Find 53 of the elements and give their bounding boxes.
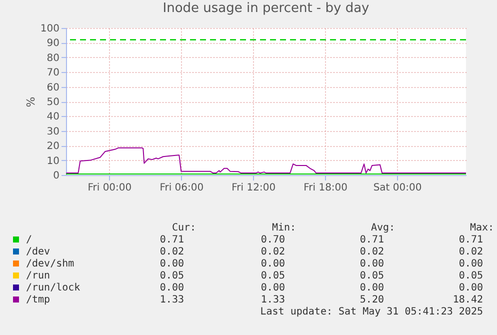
text: 0.71: [360, 234, 384, 246]
y-tick-label: 70: [46, 68, 60, 79]
y-tick-label: 0: [53, 170, 60, 182]
legend-label: /: [26, 234, 32, 246]
text: Last update: Sat May 31 05:41:23 2025: [260, 306, 483, 318]
y-tick-label: 80: [46, 52, 60, 64]
x-tick-label: Fri 06:00: [160, 182, 204, 194]
legend-label: /dev/shm: [26, 258, 74, 270]
text: 0.71: [160, 234, 184, 246]
text: 18.42: [452, 294, 483, 306]
y-tick-label: 50: [46, 97, 60, 108]
text: 0.02: [360, 246, 384, 258]
text: 0.71: [458, 234, 483, 246]
text: 0.00: [260, 282, 285, 294]
text: 0.00: [260, 258, 285, 270]
text: 5.20: [360, 294, 384, 306]
y-axis-title: %: [24, 96, 38, 108]
text: 0.00: [458, 258, 483, 270]
text: 0.00: [160, 258, 184, 270]
text: 0.05: [160, 270, 184, 282]
legend-label: /dev: [26, 246, 50, 258]
text: Min:: [272, 222, 296, 234]
text: 0.02: [260, 246, 285, 258]
chart-title: Inode usage in percent - by day: [162, 1, 370, 16]
text: Avg:: [371, 222, 396, 234]
y-tick-label: 40: [46, 112, 60, 123]
legend-label: /tmp: [26, 294, 50, 306]
x-tick-label: Fri 00:00: [88, 182, 132, 194]
y-tick-label: 20: [46, 141, 60, 152]
text: 0.05: [360, 270, 384, 282]
text: 0.00: [160, 282, 184, 294]
legend-label: /run: [26, 270, 50, 282]
text: 0.00: [360, 282, 384, 294]
x-tick-label: Sat 00:00: [373, 182, 422, 194]
text: 0.00: [360, 258, 384, 270]
y-tick-label: 10: [46, 156, 60, 167]
text: 0.00: [458, 282, 483, 294]
text: 1.33: [160, 294, 184, 306]
x-tick-label: Fri 18:00: [304, 182, 348, 194]
text: 0.02: [160, 246, 184, 258]
y-tick-label: 30: [46, 126, 60, 138]
y-tick-label: 60: [46, 82, 60, 94]
text: Cur:: [172, 222, 196, 234]
x-tick-label: Fri 12:00: [232, 182, 276, 194]
text: 0.02: [458, 246, 483, 258]
legend-label: /run/lock: [26, 282, 80, 294]
text: 0.05: [458, 270, 483, 282]
text: 0.05: [260, 270, 285, 282]
text: 1.33: [260, 294, 285, 306]
y-tick-label: 90: [46, 38, 60, 50]
text: Max:: [470, 222, 494, 234]
y-tick-label: 100: [40, 24, 60, 34]
text: 0.70: [260, 234, 285, 246]
